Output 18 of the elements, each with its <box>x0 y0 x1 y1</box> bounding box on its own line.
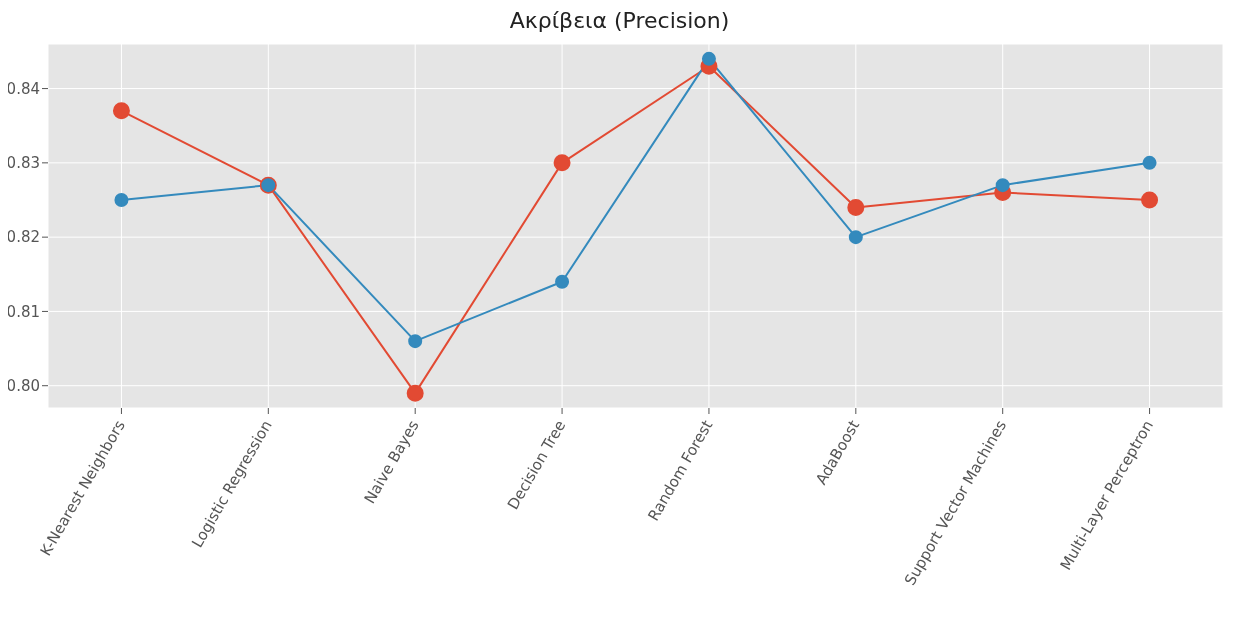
point <box>408 334 423 349</box>
chart-title: Ακρίβεια (Precision) <box>508 8 731 35</box>
point <box>701 51 716 66</box>
point <box>114 193 129 207</box>
point <box>112 102 130 120</box>
point <box>553 154 571 172</box>
y-tick-label: 0.81 <box>6 302 40 321</box>
y-tick-label: 0.82 <box>6 228 40 247</box>
point <box>1142 155 1157 170</box>
point <box>555 274 570 289</box>
y-tick-label: 0.84 <box>6 79 40 98</box>
point <box>848 230 863 245</box>
point <box>406 384 424 402</box>
y-tick-label: 0.83 <box>6 154 40 173</box>
point <box>1141 191 1159 209</box>
point <box>995 178 1010 193</box>
point <box>847 198 865 216</box>
y-tick-label: 0.80 <box>6 377 40 396</box>
